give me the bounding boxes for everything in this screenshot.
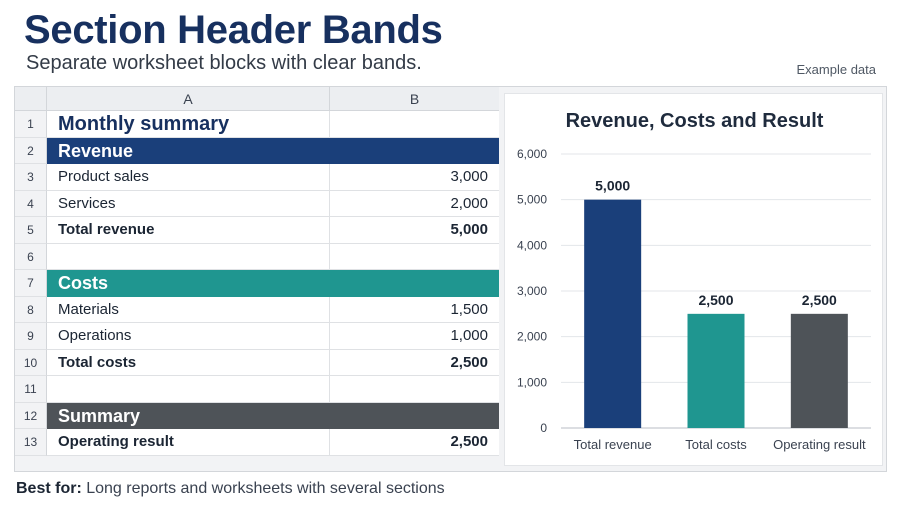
- sheet-row: 2 Revenue: [15, 137, 499, 164]
- footer-label: Best for:: [16, 480, 82, 497]
- bar[interactable]: [584, 199, 642, 428]
- row-number[interactable]: 4: [15, 190, 47, 217]
- section-header-band[interactable]: Revenue: [47, 137, 499, 164]
- category-label: Total costs: [685, 437, 747, 452]
- row-number[interactable]: 11: [15, 376, 47, 403]
- row-number[interactable]: 2: [15, 137, 47, 164]
- y-tick-label: 3,000: [517, 284, 547, 298]
- sheet-row: 1 Monthly summary: [15, 111, 499, 138]
- row-number[interactable]: 1: [15, 111, 47, 138]
- row-number[interactable]: 5: [15, 217, 47, 244]
- cell-b[interactable]: 2,500: [330, 349, 499, 376]
- cell-a[interactable]: Materials: [47, 296, 330, 323]
- y-tick-label: 1,000: [517, 375, 547, 389]
- select-all-corner[interactable]: [15, 87, 47, 111]
- bar-value-label: 2,500: [802, 292, 837, 308]
- sheet-row: 8 Materials 1,500: [15, 296, 499, 323]
- cell-b[interactable]: 1,000: [330, 323, 499, 350]
- row-number[interactable]: 7: [15, 270, 47, 297]
- sheet-row: 7 Costs: [15, 270, 499, 297]
- page-title: Section Header Bands: [24, 8, 443, 52]
- sheet-row: 11: [15, 376, 499, 403]
- cell-b[interactable]: [330, 111, 499, 138]
- row-number[interactable]: 3: [15, 164, 47, 191]
- cell-b[interactable]: 5,000: [330, 217, 499, 244]
- bar-value-label: 5,000: [595, 178, 630, 194]
- bar[interactable]: [687, 313, 745, 428]
- spreadsheet: A B 1 Monthly summary 2 Revenue 3 Product sal…: [15, 87, 499, 471]
- sheet-row: 9 Operations 1,000: [15, 323, 499, 350]
- y-tick-label: 4,000: [517, 238, 547, 252]
- sheet-row: 5 Total revenue 5,000: [15, 217, 499, 244]
- page-subtitle: Separate worksheet blocks with clear ban…: [26, 52, 422, 74]
- cell-a[interactable]: [47, 243, 330, 270]
- y-tick-label: 2,000: [517, 330, 547, 344]
- bar-chart: Revenue, Costs and Result 0 1,000 2,000 3,0…: [504, 93, 883, 466]
- content-panel: A B 1 Monthly summary 2 Revenue 3 Product sal…: [14, 86, 887, 472]
- cell-a[interactable]: Services: [47, 190, 330, 217]
- cell-a[interactable]: Operating result: [47, 429, 330, 456]
- column-header-a[interactable]: A: [47, 87, 330, 111]
- row-number[interactable]: 6: [15, 243, 47, 270]
- y-tick-label: 6,000: [517, 147, 547, 161]
- chart-title: Revenue, Costs and Result: [565, 110, 824, 132]
- cell-b[interactable]: [330, 243, 499, 270]
- bar-value-label: 2,500: [698, 292, 733, 308]
- sheet-row: 10 Total costs 2,500: [15, 349, 499, 376]
- cell-b[interactable]: 3,000: [330, 164, 499, 191]
- cell-a[interactable]: [47, 376, 330, 403]
- cell-b[interactable]: [330, 376, 499, 403]
- chart-canvas: 0 1,000 2,000 3,000 4,000 5,000 6,000 5,000 Tota…: [517, 147, 871, 452]
- sheet-row: 13 Operating result 2,500: [15, 429, 499, 456]
- sheet-row: 12 Summary: [15, 402, 499, 429]
- sheet-row: 3 Product sales 3,000: [15, 164, 499, 191]
- cell-a[interactable]: Total costs: [47, 349, 330, 376]
- row-number[interactable]: 10: [15, 349, 47, 376]
- sheet-row: 4 Services 2,000: [15, 190, 499, 217]
- cell-a[interactable]: Operations: [47, 323, 330, 350]
- cell-a[interactable]: Product sales: [47, 164, 330, 191]
- bar[interactable]: [790, 313, 848, 428]
- y-tick-label: 0: [540, 421, 547, 435]
- column-header-row: A B: [15, 87, 499, 111]
- row-number[interactable]: 8: [15, 296, 47, 323]
- category-label: Total revenue: [574, 437, 652, 452]
- example-data-tag: Example data: [796, 62, 877, 77]
- cell-b[interactable]: 2,000: [330, 190, 499, 217]
- footer-text: Long reports and worksheets with several…: [86, 480, 445, 497]
- row-number[interactable]: 13: [15, 429, 47, 456]
- section-header-band[interactable]: Costs: [47, 270, 499, 297]
- category-label: Operating result: [773, 437, 866, 452]
- row-number[interactable]: 12: [15, 402, 47, 429]
- sheet-row: 6: [15, 243, 499, 270]
- row-number[interactable]: 9: [15, 323, 47, 350]
- section-header-band[interactable]: Summary: [47, 402, 499, 429]
- footer-note: Best for: Long reports and worksheets wi…: [16, 480, 445, 498]
- cell-b[interactable]: 2,500: [330, 429, 499, 456]
- column-header-b[interactable]: B: [409, 91, 420, 107]
- cell-b[interactable]: 1,500: [330, 296, 499, 323]
- cell-a[interactable]: Total revenue: [47, 217, 330, 244]
- cell-a[interactable]: Monthly summary: [47, 111, 330, 138]
- y-tick-label: 5,000: [517, 193, 547, 207]
